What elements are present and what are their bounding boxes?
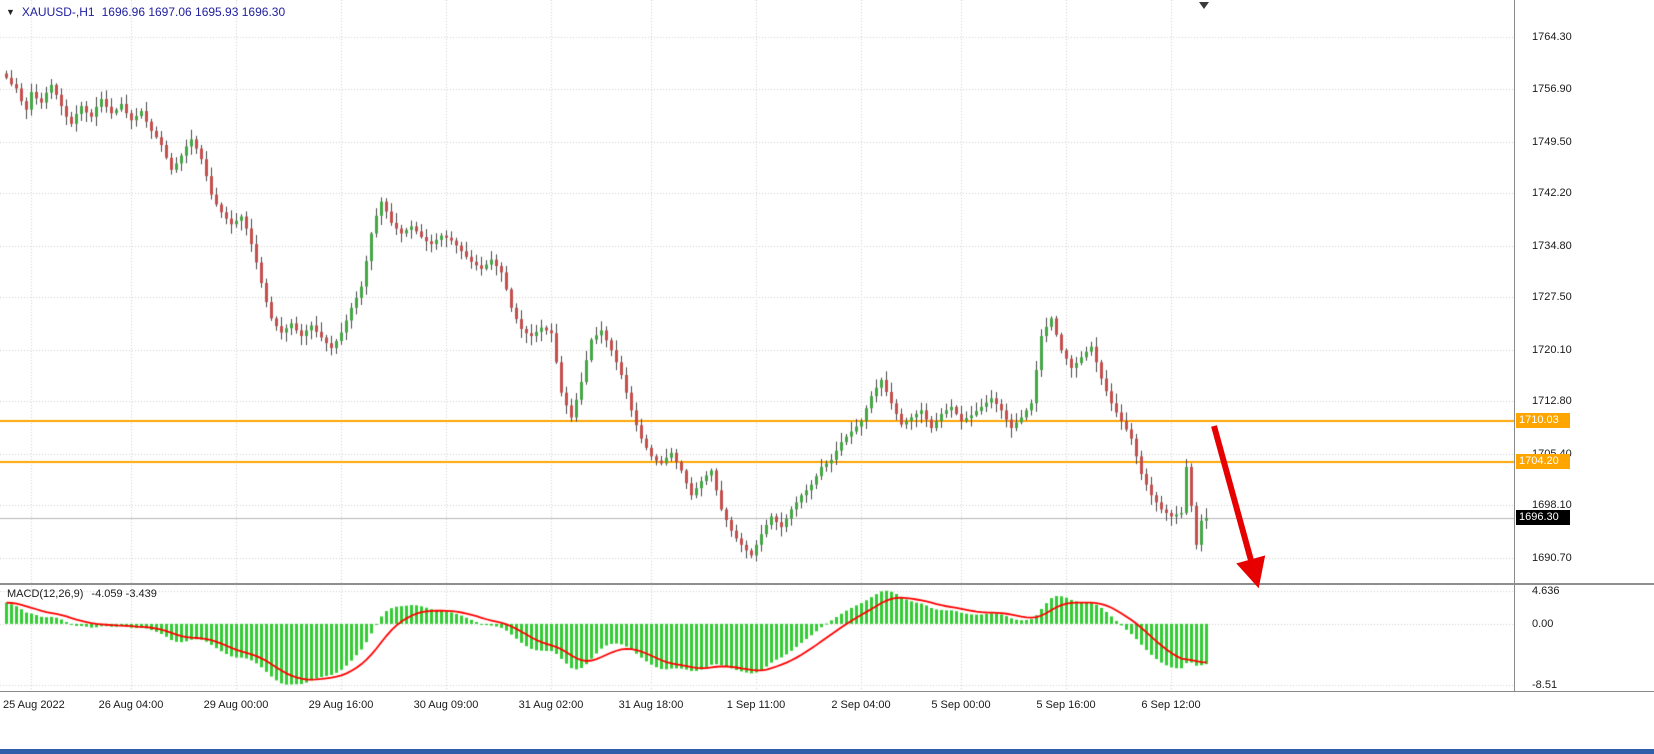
macd-axis-label: -8.51 bbox=[1532, 678, 1558, 691]
time-axis-label: 5 Sep 00:00 bbox=[931, 699, 991, 711]
macd-values: -4.059 -3.439 bbox=[91, 588, 157, 600]
price-axis-label: 1749.50 bbox=[1532, 135, 1572, 148]
time-axis-label: 1 Sep 11:00 bbox=[726, 699, 786, 711]
time-axis-label: 6 Sep 12:00 bbox=[1141, 699, 1201, 711]
ohlc-values: 1696.96 1697.06 1695.93 1696.30 bbox=[101, 5, 286, 19]
macd-name: MACD(12,26,9) bbox=[7, 588, 84, 600]
time-axis-label: 5 Sep 16:00 bbox=[1036, 699, 1096, 711]
macd-axis-label: 0.00 bbox=[1532, 617, 1554, 630]
macd-axis-label: 4.636 bbox=[1532, 584, 1560, 597]
price-axis-label: 1764.30 bbox=[1532, 30, 1572, 43]
price-axis-label: 1756.90 bbox=[1532, 83, 1572, 96]
price-axis-label: 1698.10 bbox=[1532, 499, 1572, 512]
time-axis-label: 25 Aug 2022 bbox=[3, 699, 65, 711]
price-axis-label: 1742.20 bbox=[1532, 187, 1572, 200]
panel-separator[interactable] bbox=[0, 583, 1654, 585]
price-level-tag: 1710.03 bbox=[1516, 412, 1570, 428]
price-axis-label: 1727.50 bbox=[1532, 291, 1572, 304]
time-axis-label: 2 Sep 04:00 bbox=[831, 699, 891, 711]
price-axis-label: 1712.80 bbox=[1532, 395, 1572, 408]
macd-indicator-label: MACD(12,26,9) -4.059 -3.439 bbox=[7, 588, 157, 600]
time-axis[interactable]: 25 Aug 2022 26 Aug 04:00 29 Aug 00:00 29 Au… bbox=[0, 691, 1654, 718]
price-level-tag: 1704.20 bbox=[1516, 454, 1570, 469]
window-bottom-border bbox=[0, 749, 1654, 754]
price-chart-canvas[interactable] bbox=[0, 0, 1514, 691]
time-axis-label: 31 Aug 18:00 bbox=[618, 699, 684, 711]
symbol-timeframe-label: XAUUSD-,H1 bbox=[21, 5, 95, 19]
current-price-tag: 1696.30 bbox=[1516, 509, 1570, 525]
time-axis-label: 29 Aug 00:00 bbox=[203, 699, 269, 711]
price-axis-label: 1720.10 bbox=[1532, 343, 1572, 356]
chart-ohlc-info: ▼ XAUUSD-,H1 1696.96 1697.06 1695.93 169… bbox=[6, 5, 285, 19]
symbol-dropdown-icon[interactable]: ▼ bbox=[6, 7, 15, 17]
time-axis-label: 31 Aug 02:00 bbox=[518, 699, 584, 711]
time-axis-label: 30 Aug 09:00 bbox=[413, 699, 479, 711]
chart-shift-marker[interactable] bbox=[1199, 2, 1209, 9]
price-axis-label: 1690.70 bbox=[1532, 551, 1572, 564]
time-axis-label: 29 Aug 16:00 bbox=[308, 699, 374, 711]
price-axis[interactable]: 1764.30 1756.90 1749.50 1742.20 1734.80 1727.… bbox=[1514, 0, 1654, 691]
price-axis-label: 1734.80 bbox=[1532, 239, 1572, 252]
time-axis-label: 26 Aug 04:00 bbox=[98, 699, 164, 711]
